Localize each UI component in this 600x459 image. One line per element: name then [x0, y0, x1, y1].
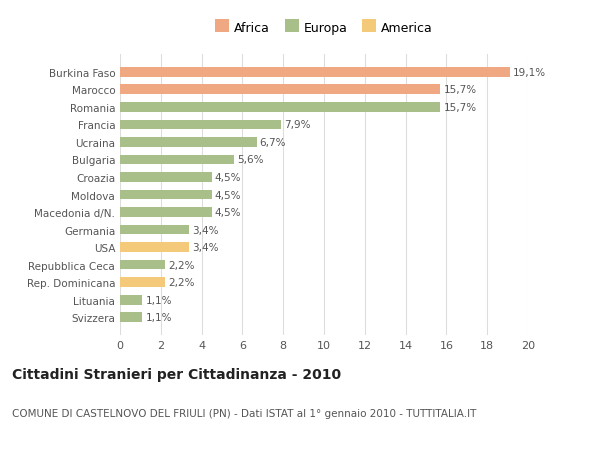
Text: 2,2%: 2,2%	[168, 278, 194, 287]
Bar	[120, 243, 190, 252]
Bar	[120, 313, 142, 322]
Bar	[120, 278, 165, 287]
Bar	[120, 295, 142, 305]
Bar	[120, 173, 212, 182]
Bar	[120, 208, 212, 218]
Text: 7,9%: 7,9%	[284, 120, 311, 130]
Text: 4,5%: 4,5%	[215, 190, 241, 200]
Text: 1,1%: 1,1%	[146, 295, 172, 305]
Bar	[120, 138, 257, 147]
Text: 15,7%: 15,7%	[443, 103, 476, 112]
Text: COMUNE DI CASTELNOVO DEL FRIULI (PN) - Dati ISTAT al 1° gennaio 2010 - TUTTITALI: COMUNE DI CASTELNOVO DEL FRIULI (PN) - D…	[12, 409, 476, 419]
Text: 15,7%: 15,7%	[443, 85, 476, 95]
Text: 5,6%: 5,6%	[237, 155, 264, 165]
Bar	[120, 260, 165, 270]
Text: 19,1%: 19,1%	[512, 67, 546, 78]
Bar	[120, 120, 281, 130]
Bar	[120, 155, 234, 165]
Bar	[120, 225, 190, 235]
Bar	[120, 68, 509, 78]
Text: 4,5%: 4,5%	[215, 207, 241, 218]
Text: 3,4%: 3,4%	[193, 242, 219, 252]
Text: 1,1%: 1,1%	[146, 313, 172, 323]
Bar	[120, 190, 212, 200]
Bar	[120, 103, 440, 112]
Bar	[120, 85, 440, 95]
Text: 6,7%: 6,7%	[260, 138, 286, 148]
Text: 4,5%: 4,5%	[215, 173, 241, 183]
Text: Cittadini Stranieri per Cittadinanza - 2010: Cittadini Stranieri per Cittadinanza - 2…	[12, 367, 341, 381]
Text: 3,4%: 3,4%	[193, 225, 219, 235]
Legend: Africa, Europa, America: Africa, Europa, America	[215, 22, 433, 35]
Text: 2,2%: 2,2%	[168, 260, 194, 270]
